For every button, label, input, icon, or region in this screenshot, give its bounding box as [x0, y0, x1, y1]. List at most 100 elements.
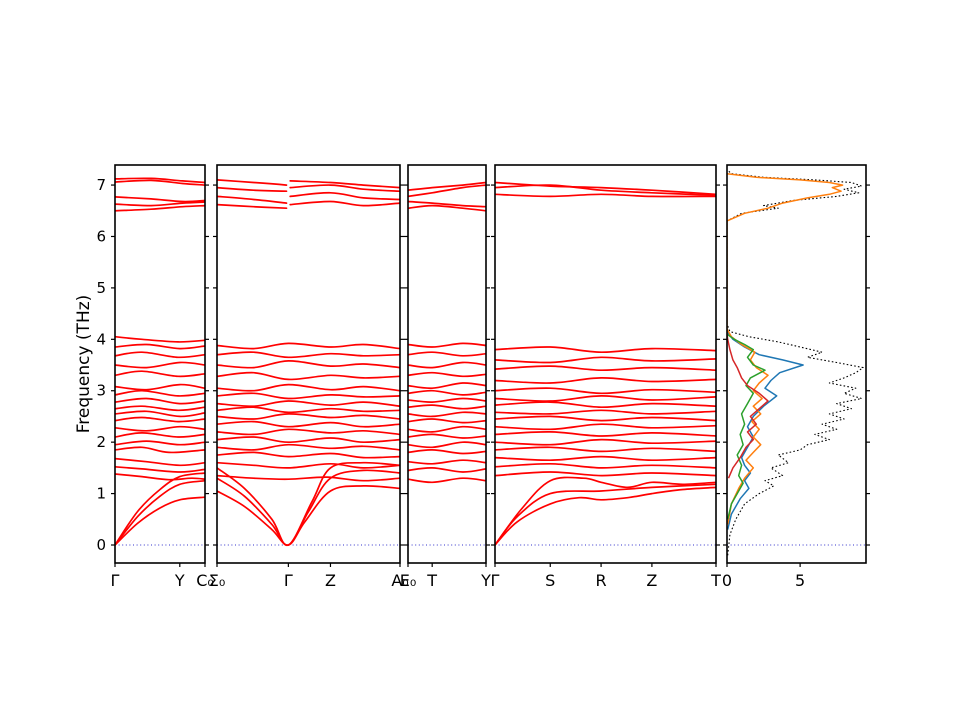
phonon-band — [115, 473, 205, 481]
phonon-band — [115, 432, 205, 438]
phonon-band — [495, 401, 716, 409]
dos-curves-group — [727, 169, 864, 556]
x-tick-label: Γ — [491, 571, 500, 590]
phonon-band — [115, 465, 205, 473]
phonon-band — [217, 451, 400, 459]
phonon-band — [495, 462, 716, 469]
phonon-band — [217, 342, 400, 350]
y-tick-label: 6 — [96, 227, 106, 245]
phonon-band — [217, 360, 400, 369]
band-panel-1-frame — [114, 164, 206, 564]
phonon-band — [408, 425, 486, 433]
phonon-band — [289, 180, 400, 189]
x-tick-label: Z — [646, 571, 657, 590]
x-tick-label: T — [426, 571, 437, 590]
phonon-band — [115, 440, 205, 446]
phonon-band — [115, 496, 205, 546]
phonon-band — [408, 418, 486, 424]
y-tick-label: 3 — [96, 382, 106, 400]
phonon-band — [217, 351, 400, 359]
phonon-band — [408, 204, 486, 212]
phonon-band — [408, 404, 486, 410]
phonon-band — [217, 383, 400, 392]
phonon-band — [115, 201, 205, 207]
phonon-band — [495, 483, 716, 546]
phonon-band — [115, 343, 205, 350]
dos-panel-frame — [726, 164, 867, 564]
phonon-band — [289, 191, 400, 201]
phonon-band — [115, 351, 205, 359]
y-tick-label: 0 — [96, 536, 106, 554]
phonon-band — [408, 342, 486, 348]
phonon-band — [495, 409, 716, 415]
y-tick-label: 7 — [96, 176, 106, 194]
phonon-band — [115, 383, 205, 391]
x-tick-label: S — [545, 571, 555, 590]
band-panel-2-frame — [216, 164, 401, 564]
phonon-band — [408, 382, 486, 390]
phonon-band — [289, 200, 400, 207]
phonon-band — [495, 486, 716, 546]
phonon-band — [408, 361, 486, 369]
phonon-band — [408, 351, 486, 357]
phonon-band — [217, 484, 400, 546]
x-tick-label: 5 — [795, 571, 805, 590]
phonon-band — [217, 474, 400, 482]
phonon-band — [115, 179, 205, 186]
phonon-band — [495, 423, 716, 431]
phonon-band — [115, 196, 205, 203]
phonon-band — [408, 433, 486, 439]
x-tick-label: Y — [480, 571, 491, 590]
phonon-band — [115, 177, 205, 184]
dos-curve-pdos-2 — [727, 172, 844, 525]
x-tick-label: Σ₀ — [209, 571, 226, 590]
phonon-band — [408, 371, 486, 378]
band-panel-3: E₀ T Y — [400, 164, 491, 590]
phonon-band — [495, 356, 716, 364]
phonon-band — [217, 428, 400, 436]
phonon-band — [408, 181, 486, 192]
phonon-band — [495, 181, 716, 196]
phonon-band — [217, 186, 288, 193]
phonon-band — [495, 415, 716, 422]
phonon-band — [408, 467, 486, 473]
phonon-band — [115, 416, 205, 423]
bands-group — [115, 177, 205, 546]
x-tick-label: C₀ — [196, 571, 214, 590]
phonon-band — [495, 395, 716, 402]
phonon-band — [408, 477, 486, 484]
band-panel-1: Γ Y C₀ — [111, 164, 214, 590]
phonon-band — [115, 472, 205, 546]
bands-group — [217, 179, 400, 546]
dos-curve-pdos-4 — [727, 334, 769, 479]
phonon-band — [217, 413, 400, 420]
y-tick-label: 2 — [96, 433, 106, 451]
phonon-band — [115, 405, 205, 412]
x-tick-label: Z — [325, 571, 336, 590]
phonon-band — [217, 392, 400, 400]
phonon-band — [217, 436, 400, 444]
phonon-band — [408, 459, 486, 465]
bands-group — [408, 181, 486, 484]
phonon-band — [115, 335, 205, 343]
phonon-band — [115, 446, 205, 454]
phonon-band — [408, 397, 486, 403]
y-tick-label: 4 — [96, 330, 106, 348]
y-tick-label: 1 — [96, 485, 106, 503]
phonon-band — [495, 446, 716, 453]
x-tick-label: Y — [174, 571, 185, 590]
phonon-band — [115, 457, 205, 467]
x-tick-label: E₀ — [400, 571, 417, 590]
phonon-band — [495, 476, 716, 546]
phonon-band — [408, 184, 486, 198]
phonon-band — [495, 387, 716, 395]
dos-curve-total — [727, 169, 864, 556]
phonon-band — [115, 410, 205, 418]
phonon-band — [408, 441, 486, 449]
phonon-band — [115, 204, 205, 212]
phonon-band — [217, 195, 288, 204]
phonon-band — [115, 425, 205, 432]
